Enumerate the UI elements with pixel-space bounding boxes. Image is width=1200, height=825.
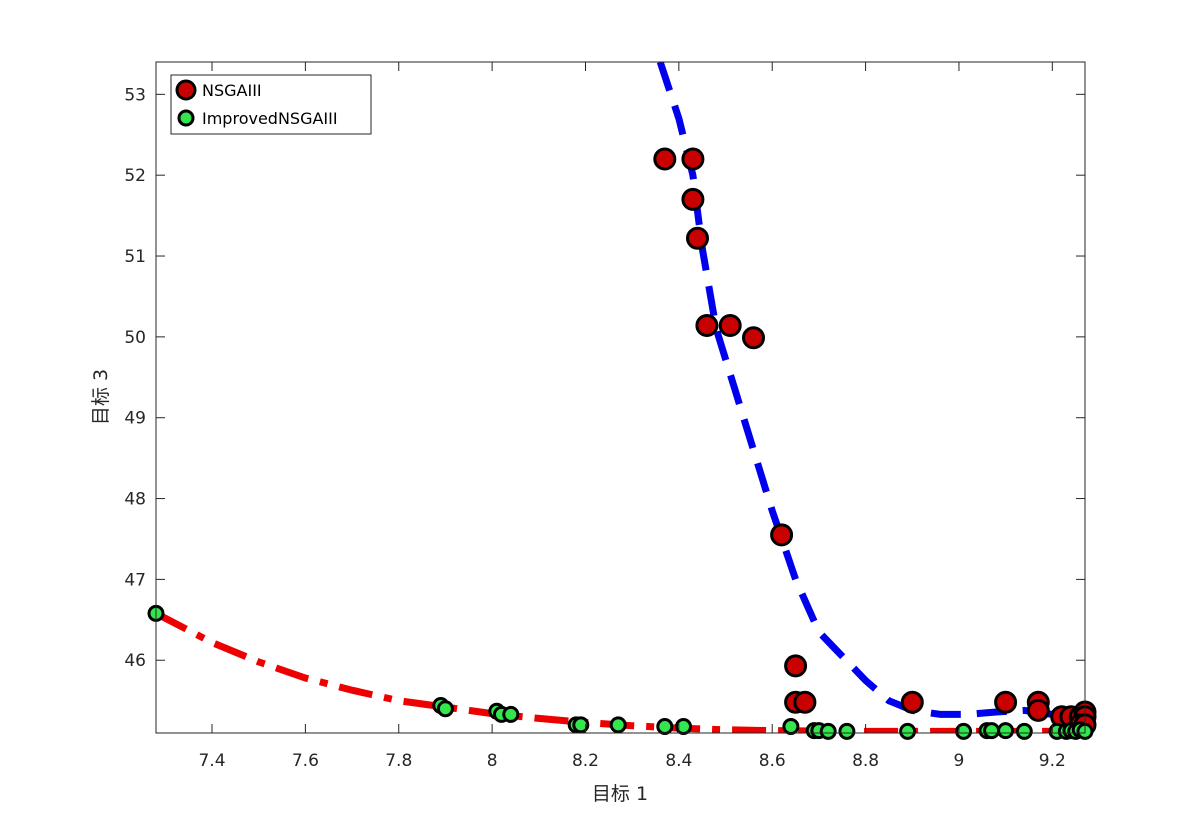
legend-label-nsgaiii: NSGAIII bbox=[202, 81, 262, 100]
x-tick-label: 9.2 bbox=[1039, 751, 1066, 771]
y-tick-label: 50 bbox=[124, 328, 146, 348]
nsgaiii-point bbox=[681, 187, 705, 211]
x-tick-label: 8.8 bbox=[852, 751, 879, 771]
legend-box bbox=[170, 74, 372, 135]
nsgaiii-point bbox=[681, 147, 705, 171]
legend-label-improvednsgaiii: ImprovedNSGAIII bbox=[202, 109, 338, 128]
x-tick-label: 9 bbox=[954, 751, 965, 771]
nsgaiii-point bbox=[742, 326, 765, 350]
legend: NSGAIII ImprovedNSGAIII bbox=[170, 74, 372, 135]
x-tick-label: 7.6 bbox=[292, 751, 319, 771]
improvednsgaiii-point bbox=[656, 718, 674, 735]
nsgaiii-point bbox=[994, 690, 1018, 714]
nsgaiii-point bbox=[793, 690, 817, 714]
nsgaiii-point bbox=[770, 523, 794, 547]
improvednsgaiii-point bbox=[609, 716, 627, 734]
x-tick-label: 8.2 bbox=[572, 751, 599, 771]
improvednsgaiii-point bbox=[955, 722, 973, 740]
improvednsgaiii-point bbox=[997, 722, 1015, 740]
nsgaiii-point bbox=[1026, 698, 1050, 722]
y-tick-label: 51 bbox=[124, 247, 146, 267]
x-axis-label: 目标 1 bbox=[592, 783, 648, 805]
nsgaiii-point bbox=[718, 314, 742, 337]
legend-marker-nsgaiii bbox=[175, 79, 197, 101]
fit-curves bbox=[156, 62, 1085, 733]
improvednsgaiii-point bbox=[838, 722, 856, 740]
nsgaiii-point bbox=[695, 314, 719, 337]
x-tick-label: 7.8 bbox=[385, 751, 412, 771]
improvednsgaiii-point bbox=[1015, 722, 1033, 740]
x-axis-ticks: 7.4 7.6 7.8 8 8.2 8.4 8.6 8.8 9 9.2 bbox=[198, 62, 1066, 771]
improvednsgaiii-point bbox=[782, 718, 800, 735]
nsgaiii-point bbox=[784, 654, 808, 678]
y-tick-label: 53 bbox=[124, 85, 146, 105]
y-tick-label: 52 bbox=[124, 166, 146, 186]
y-tick-label: 48 bbox=[124, 490, 146, 510]
y-axis-label: 目标 3 bbox=[90, 369, 112, 425]
y-axis-ticks: 46 47 48 49 50 51 52 53 bbox=[124, 85, 1085, 671]
legend-marker-improvednsgaiii bbox=[177, 109, 195, 127]
nsgaiii-point bbox=[653, 147, 677, 171]
improvednsgaiii-point bbox=[819, 722, 837, 740]
nsgaiii-fit-curve bbox=[656, 62, 1085, 727]
x-tick-label: 7.4 bbox=[198, 751, 225, 771]
y-tick-label: 46 bbox=[124, 651, 146, 671]
improvednsgaiii-point bbox=[983, 722, 1001, 740]
x-tick-label: 8 bbox=[487, 751, 498, 771]
improvednsgaiii-point bbox=[572, 716, 590, 734]
y-tick-label: 47 bbox=[124, 570, 146, 590]
y-tick-label: 49 bbox=[124, 409, 146, 429]
improvednsgaiii-point bbox=[899, 722, 917, 740]
improvednsgaiii-point bbox=[502, 705, 520, 723]
improvednsgaiii-fit-curve bbox=[156, 610, 1085, 733]
improvednsgaiii-point bbox=[436, 700, 454, 718]
plot-frame bbox=[155, 61, 1086, 734]
x-tick-label: 8.6 bbox=[759, 751, 786, 771]
x-tick-label: 8.4 bbox=[665, 751, 692, 771]
nsgaiii-point bbox=[900, 690, 924, 714]
plot-area bbox=[156, 62, 1085, 733]
nsgaiii-point bbox=[686, 226, 709, 250]
